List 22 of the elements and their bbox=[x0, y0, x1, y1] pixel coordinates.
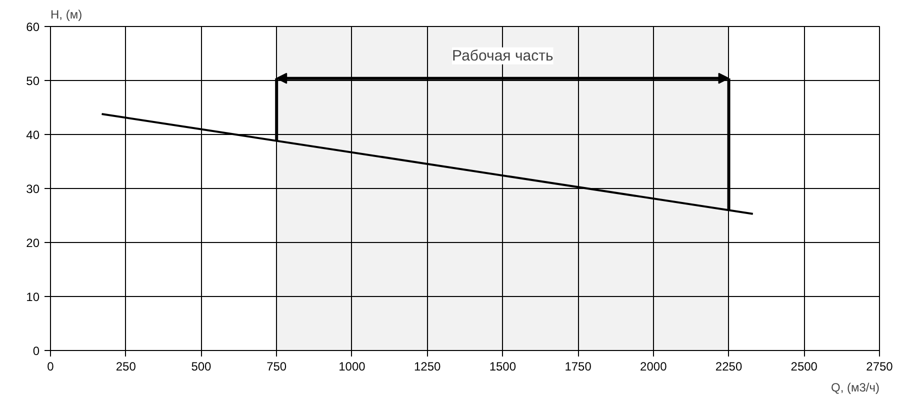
y-tick-label: 20 bbox=[26, 236, 40, 250]
y-tick-label: 40 bbox=[26, 128, 40, 142]
x-tick-label: 750 bbox=[266, 360, 287, 374]
x-tick-label: 500 bbox=[191, 360, 212, 374]
x-tick-label: 1500 bbox=[489, 360, 516, 374]
y-axis-title: H, (м) bbox=[50, 8, 82, 22]
y-tick-label: 10 bbox=[26, 290, 40, 304]
x-tick-label: 0 bbox=[47, 360, 54, 374]
x-tick-label: 2500 bbox=[790, 360, 818, 374]
y-tick-label: 0 bbox=[32, 344, 40, 358]
band-label: Рабочая часть bbox=[452, 47, 554, 64]
y-tick-label: 30 bbox=[26, 182, 40, 196]
x-axis-title: Q, (м3/ч) bbox=[830, 380, 880, 394]
x-tick-label: 1250 bbox=[414, 360, 441, 374]
y-tick-label: 50 bbox=[26, 74, 40, 88]
x-tick-label: 2250 bbox=[715, 360, 742, 374]
x-tick-label: 1750 bbox=[564, 360, 592, 374]
x-tick-label: 2000 bbox=[640, 360, 668, 374]
y-tick-label: 60 bbox=[26, 20, 40, 34]
x-tick-label: 2750 bbox=[866, 360, 894, 374]
x-tick-label: 1000 bbox=[338, 360, 366, 374]
x-tick-label: 250 bbox=[116, 360, 136, 374]
